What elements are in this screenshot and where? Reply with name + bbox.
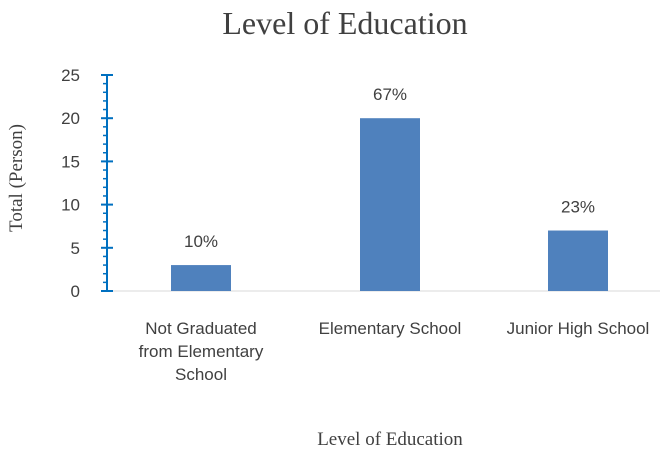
data-label: 10% [184,232,218,251]
y-tick-label: 20 [61,109,80,128]
y-tick-label: 0 [71,282,80,301]
bar [360,118,420,291]
y-tick-label: 10 [61,196,80,215]
y-tick-label: 5 [71,239,80,258]
x-category-label: Not Graduated [145,319,257,338]
x-category-label: from Elementary [139,342,264,361]
y-tick-label: 15 [61,152,80,171]
data-labels-group: 10% 67% 23% [184,85,595,251]
bar [548,230,608,291]
data-label: 23% [561,198,595,217]
x-category-label: Elementary School [319,319,462,338]
bar [171,265,231,291]
bars-group [171,118,608,291]
x-category-label: School [175,365,227,384]
data-label: 67% [373,85,407,104]
y-tick-label: 25 [61,66,80,85]
chart-title: Level of Education [222,5,467,41]
x-category-label: Junior High School [507,319,650,338]
y-axis-title: Total (Person) [6,124,27,232]
x-axis-title: Level of Education [317,429,463,450]
category-labels-group: Not Graduated from Elementary School Elemen… [139,319,650,384]
